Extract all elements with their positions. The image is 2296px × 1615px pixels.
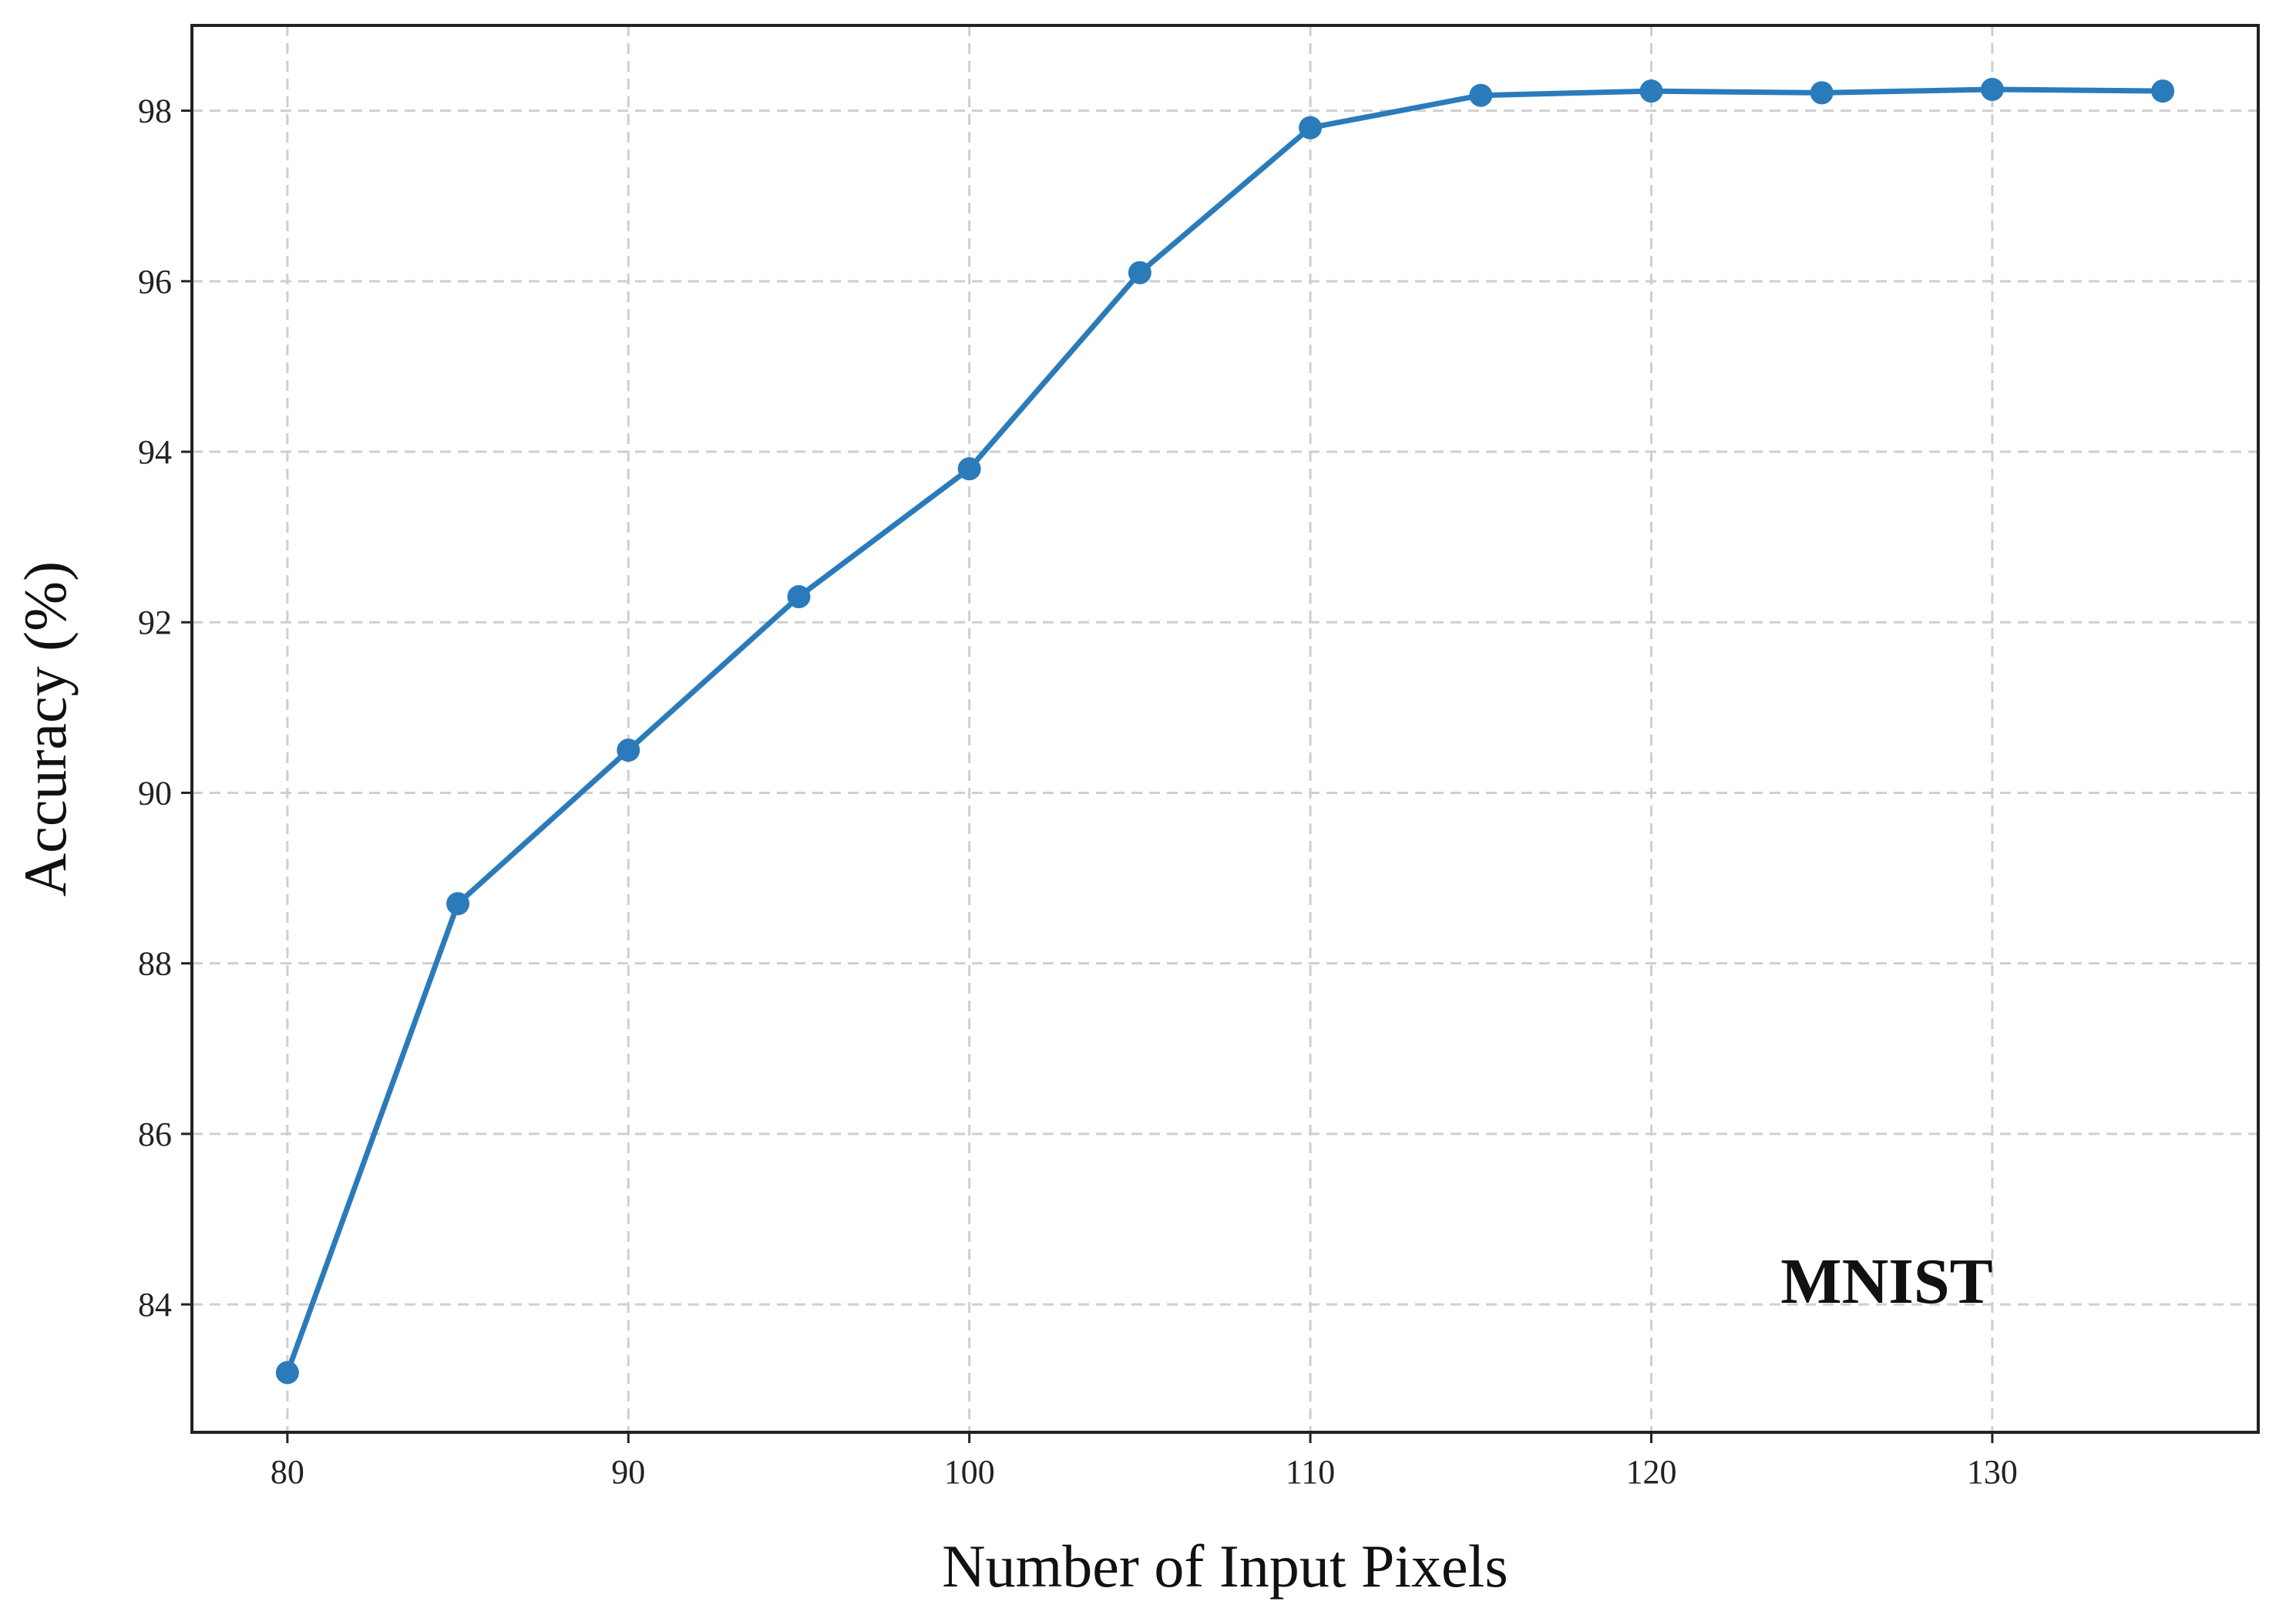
data-point [1980,77,2004,101]
axis-ticks: 80 90 100 110 120 130 84 86 88 90 92 94 96 98 [138,93,2018,1491]
y-tick-label: 86 [138,1115,172,1153]
data-series [284,86,2166,1376]
x-tick-label: 100 [944,1453,995,1491]
x-axis-label: Number of Input Pixels [942,1533,1508,1600]
y-tick-label: 84 [138,1286,172,1324]
y-axis-label: Accuracy (%) [12,561,79,897]
plot-frame [190,24,2260,1434]
x-tick-label: 90 [611,1453,645,1491]
x-tick-label: 110 [1286,1453,1335,1491]
x-tick-label: 120 [1626,1453,1677,1491]
data-point [275,1361,299,1385]
data-point [446,892,470,916]
y-tick-label: 92 [138,604,172,641]
data-point [617,739,640,762]
y-tick-label: 98 [138,93,172,130]
x-tick-label: 80 [271,1453,304,1491]
series-line [284,86,2166,1376]
data-point [1128,261,1151,284]
y-tick-label: 88 [138,945,172,983]
dataset-annotation: MNIST [1780,1246,1992,1317]
y-tick-label: 90 [138,774,172,812]
data-point [1639,79,1663,103]
x-tick-label: 130 [1967,1453,2018,1491]
data-point [957,457,981,481]
data-point [1469,83,1493,107]
data-point [2151,79,2175,103]
data-points [275,77,2175,1385]
data-point [787,585,811,609]
data-point [1810,81,1834,105]
grid [192,25,2258,1432]
data-point [1299,116,1323,140]
y-tick-label: 96 [138,263,172,301]
y-tick-label: 94 [138,433,172,471]
